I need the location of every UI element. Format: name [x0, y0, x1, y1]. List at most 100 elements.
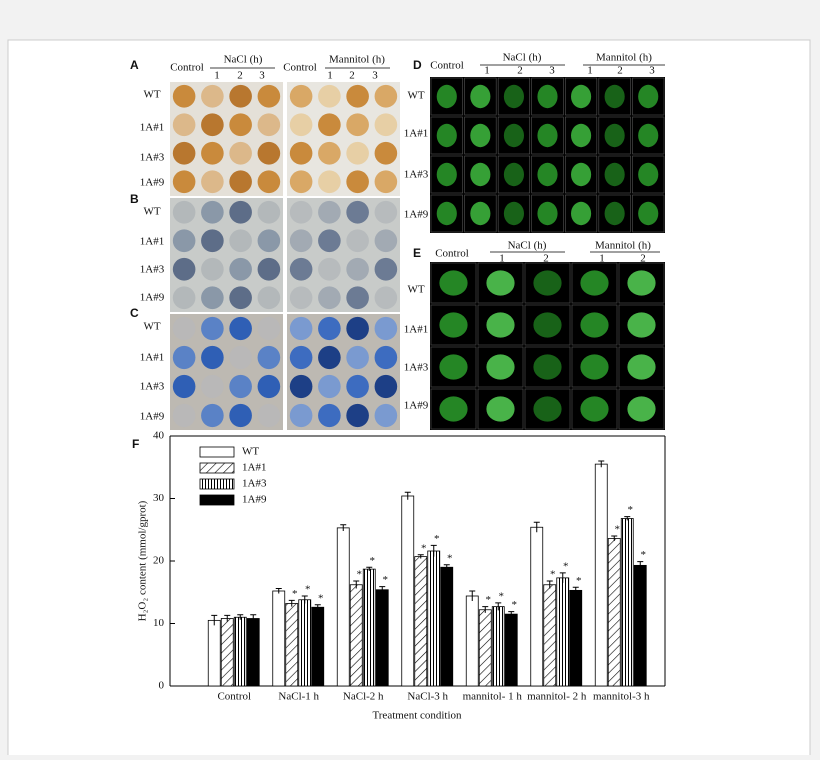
- error-bar: [508, 611, 515, 617]
- significance: *: [383, 574, 389, 586]
- leaf: [229, 229, 252, 253]
- error-bar: [366, 566, 373, 571]
- leaf: [346, 170, 369, 194]
- row-label: WT: [143, 206, 160, 218]
- cell-signal: [627, 354, 656, 380]
- leaf: [172, 229, 196, 253]
- column-header: 1: [587, 65, 593, 77]
- cell-signal: [571, 84, 592, 109]
- leaf: [289, 345, 313, 370]
- cell: [497, 77, 530, 116]
- significance: *: [512, 599, 518, 611]
- error-bar: [533, 521, 540, 533]
- column-header: 2: [349, 70, 355, 82]
- column-header: 3: [372, 70, 378, 82]
- leaf: [289, 403, 313, 428]
- leaf: [257, 229, 281, 253]
- leaf: [229, 374, 252, 399]
- error-bar: [637, 561, 644, 570]
- error-bar: [546, 580, 553, 589]
- column-header: 1: [327, 70, 333, 82]
- y-tick-label: 10: [153, 617, 165, 629]
- leaf: [229, 403, 252, 428]
- leaf: [346, 286, 369, 310]
- column-header: 2: [617, 65, 623, 77]
- leaf: [374, 286, 398, 310]
- row-label: 1A#3: [140, 381, 165, 393]
- legend-swatch: [199, 494, 235, 506]
- x-tick-label: NaCl-3 h: [407, 691, 448, 703]
- leaf: [172, 374, 196, 399]
- leaf: [172, 257, 196, 281]
- bar: [375, 589, 389, 687]
- x-tick-label: mannitol- 1 h: [463, 691, 523, 703]
- leaf: [229, 113, 252, 137]
- y-tick-label: 20: [153, 555, 165, 567]
- significance: *: [576, 575, 582, 587]
- cell-signal: [604, 201, 625, 226]
- leaf: [229, 200, 252, 224]
- leaf: [374, 141, 398, 165]
- cell: [430, 116, 463, 155]
- x-tick-label: mannitol-3 h: [593, 691, 650, 703]
- leaf: [346, 403, 369, 428]
- cell-signal: [638, 84, 659, 109]
- error-bar: [275, 588, 282, 594]
- error-bar: [224, 614, 231, 622]
- leaf: [374, 170, 398, 194]
- cell-signal: [439, 270, 468, 296]
- cell-signal: [486, 312, 515, 338]
- cell-signal: [503, 84, 524, 109]
- error-bar: [598, 460, 605, 468]
- cell-signal: [627, 270, 656, 296]
- cell-signal: [470, 162, 491, 187]
- x-axis-label: Treatment condition: [372, 710, 462, 722]
- column-header: 2: [543, 253, 549, 265]
- leaf: [257, 200, 281, 224]
- leaf: [346, 141, 369, 165]
- column-header: 1: [499, 253, 505, 265]
- leaf: [289, 374, 313, 399]
- row-label: WT: [143, 89, 160, 101]
- leaf: [172, 141, 196, 165]
- leaf: [346, 257, 369, 281]
- column-header: 1: [599, 253, 605, 265]
- significance: *: [486, 594, 492, 606]
- bar: [478, 609, 492, 687]
- bar: [285, 603, 299, 687]
- column-header: 3: [649, 65, 655, 77]
- bar: [336, 527, 350, 687]
- cell-signal: [627, 312, 656, 338]
- column-header: 2: [517, 65, 523, 77]
- bar: [233, 616, 247, 687]
- cell-signal: [580, 354, 609, 380]
- bar: [246, 618, 260, 687]
- significance: *: [550, 569, 556, 581]
- x-tick-label: NaCl-1 h: [278, 691, 319, 703]
- leaf: [257, 257, 281, 281]
- bar: [427, 550, 441, 687]
- leaf: [229, 257, 252, 281]
- row-label: 1A#1: [404, 128, 428, 140]
- row-label: 1A#1: [140, 236, 164, 248]
- leaf: [201, 229, 224, 253]
- leaf: [289, 113, 313, 137]
- error-bar: [443, 564, 450, 570]
- row-label: 1A#3: [404, 169, 429, 181]
- leaf: [346, 374, 369, 399]
- error-bar: [250, 614, 257, 623]
- error-bar: [301, 595, 308, 604]
- leaf: [229, 316, 252, 341]
- cell-signal: [580, 270, 609, 296]
- bar: [530, 526, 544, 687]
- leaf: [318, 286, 341, 310]
- leaf: [289, 200, 313, 224]
- leaf: [289, 257, 313, 281]
- cell-signal: [436, 162, 457, 187]
- row-label: WT: [143, 321, 160, 333]
- significance: *: [447, 552, 453, 564]
- cell-signal: [533, 396, 562, 422]
- column-header: 3: [549, 65, 555, 77]
- significance: *: [318, 592, 324, 604]
